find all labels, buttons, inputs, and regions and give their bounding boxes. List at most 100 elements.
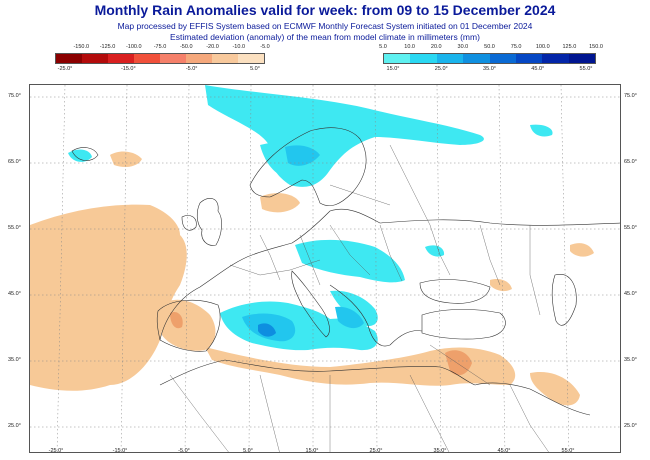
legend-tick-label: 150.0 (589, 44, 603, 50)
ireland-coast (181, 215, 197, 231)
black-sea-coast (419, 279, 491, 304)
balkans-coast (329, 284, 423, 347)
longitude-label: 55.0° (561, 448, 575, 454)
legend-tick-label: -5.0 (260, 44, 270, 50)
adriatic-wet-core (335, 306, 364, 329)
map-title: Monthly Rain Anomalies valid for week: f… (94, 2, 556, 18)
longitude-line (248, 85, 252, 452)
longitude-line (374, 85, 378, 452)
legend-tick-label: 75.0 (510, 44, 522, 50)
legend-tick-label: 125.0 (562, 44, 577, 50)
legend-lon-label: 5.0° (250, 66, 260, 72)
legend-tick-label: 30.0 (457, 44, 469, 50)
legend-swatch (56, 54, 82, 63)
legend-swatch (463, 54, 490, 63)
legend-tick-label: -10.0 (232, 44, 246, 50)
balkans-wet-area (330, 290, 378, 327)
iceland-coast (71, 147, 99, 161)
legend-swatch (238, 54, 264, 63)
norway-wet-core (285, 145, 320, 166)
africa-coast (159, 359, 476, 386)
longitude-line (184, 85, 190, 452)
legend-swatch (186, 54, 212, 63)
sardinia-wet-max (258, 323, 276, 337)
legend-swatch (542, 54, 569, 63)
longitude-label: 45.0° (497, 448, 511, 454)
iberia-dry-core (170, 311, 183, 329)
legend-lon-label: 45.0° (531, 66, 545, 72)
wet-anomaly-strong (258, 323, 276, 337)
eastern-dry-patch (570, 243, 594, 257)
latitude-label: 35.0° (8, 357, 21, 363)
legend-dry: -150.0 -125.0 -100.0 -75.0 -50.0 -20.0 -10.0 -5… (55, 44, 270, 76)
legend-lon-label: 15.0° (386, 66, 400, 72)
graticule (30, 85, 620, 452)
north-africa-dry-area (205, 347, 516, 386)
central-europe-wet-area (295, 239, 405, 283)
dry-anomaly-strong (170, 311, 472, 376)
latitude-label: 35.0° (624, 357, 637, 363)
legend-tick-label: 5.0 (379, 44, 387, 50)
iberia-coast (156, 299, 221, 352)
legend-tick-label: -150.0 (73, 44, 90, 50)
longitude-label: 15.0° (305, 448, 319, 454)
legend-tick-label: -100.0 (125, 44, 142, 50)
map-subtitle-processing: Map processed by EFFIS System based on E… (117, 21, 533, 31)
scandinavia-coast (249, 127, 367, 206)
russia-wet-patch (425, 245, 445, 257)
longitude-line (436, 85, 442, 452)
country-borders (169, 144, 549, 452)
mediterranean-wet-area (220, 301, 378, 351)
legend-tick-label: -75.0 (153, 44, 167, 50)
longitude-line (560, 85, 570, 452)
legend-swatch (108, 54, 134, 63)
caspian-coast (551, 274, 577, 326)
east-wet-patch (530, 124, 553, 137)
legend-tick-label: -125.0 (99, 44, 116, 50)
legend-swatch (160, 54, 186, 63)
longitude-label: 5.0° (243, 448, 253, 454)
turkey-coast (421, 309, 506, 340)
legend-lon-label: 55.0° (579, 66, 593, 72)
europe-rain-anomaly-map (29, 84, 621, 453)
small-dry-patch (490, 279, 512, 292)
latitude-label: 65.0° (8, 159, 21, 165)
latitude-label: 25.0° (624, 423, 637, 429)
longitude-line (56, 85, 66, 452)
legend-tick-label: -20.0 (206, 44, 219, 50)
iceland-wet-area (68, 149, 92, 162)
legend-swatch (436, 54, 464, 63)
legend-lon-label: -15.0° (120, 66, 136, 72)
legend-tick-label: 10.0 (404, 44, 415, 50)
legend-swatch (515, 54, 543, 63)
legend-swatch (489, 54, 516, 63)
map-canvas (30, 85, 620, 452)
latitude-label: 45.0° (624, 291, 637, 297)
latitude-label: 25.0° (8, 423, 21, 429)
levant-dry-core (445, 350, 472, 376)
longitude-label: 35.0° (433, 448, 447, 454)
legend-lon-label: 35.0° (483, 66, 496, 72)
legend-tick-label: 50.0 (484, 44, 495, 50)
latitude-label: 75.0° (8, 93, 21, 99)
latitude-label: 55.0° (624, 225, 637, 231)
legend-lon-label: 25.0° (434, 66, 448, 72)
legend-tick-label: -50.0 (179, 44, 193, 50)
legend-swatch (134, 54, 160, 63)
coastlines (71, 127, 620, 416)
longitude-label: -5.0° (178, 448, 190, 454)
legend-swatch (212, 54, 238, 63)
latitude-label: 65.0° (624, 159, 637, 165)
legend-swatch (82, 54, 108, 63)
legend-lon-label: -25.0° (57, 66, 73, 72)
legend-swatch (568, 54, 595, 63)
legend-lon-label: -5.0° (185, 66, 198, 72)
italy-coast (291, 270, 330, 338)
legend-wet: 5.0 10.0 20.0 30.0 50.0 75.0 100.0 125.0 150.0 1… (379, 44, 603, 76)
north-sea-dry-area (260, 193, 300, 213)
longitude-line (498, 85, 506, 452)
legend-swatch (384, 54, 411, 63)
continent-coast (159, 208, 620, 341)
legend-swatch (410, 54, 437, 63)
legend-tick-label: 20.0 (430, 44, 442, 50)
